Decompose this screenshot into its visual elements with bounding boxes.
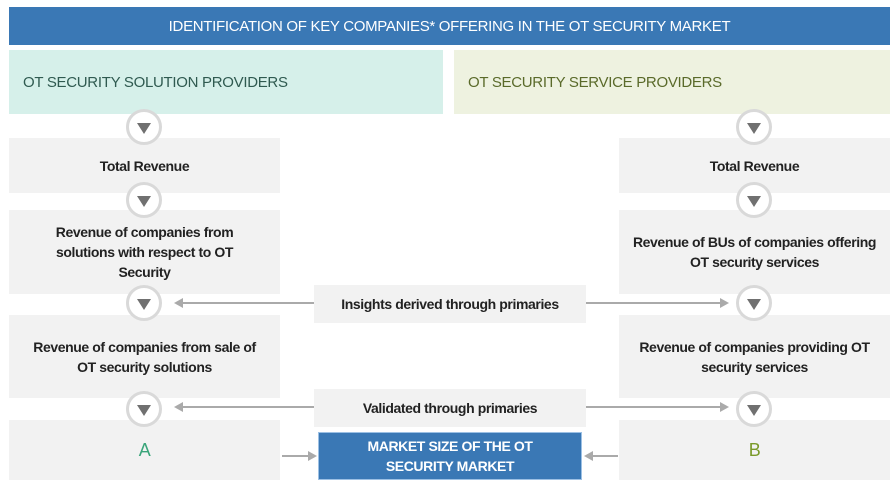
left-revenue-solutions: Revenue of companies from solutions with… [9,210,280,294]
validated-box: Validated through primaries [314,389,586,427]
down-arrow-icon [126,182,162,218]
result-b: B [619,420,890,480]
down-arrow-icon [126,109,162,145]
market-size-box: MARKET SIZE OF THE OT SECURITY MARKET [318,432,582,480]
arrow-left-icon [174,402,183,412]
connector-line [183,302,314,304]
arrow-right-icon [720,298,729,308]
result-a: A [9,420,280,480]
connector-line [183,406,314,408]
down-arrow-icon [126,285,162,321]
connector-line [586,302,720,304]
diagram-title: IDENTIFICATION OF KEY COMPANIES* OFFERIN… [9,7,890,45]
arrow-left-icon [584,451,593,461]
arrow-left-icon [174,298,183,308]
solution-providers-header: OT SECURITY SOLUTION PROVIDERS [9,50,443,114]
service-providers-header: OT SECURITY SERVICE PROVIDERS [454,50,890,114]
arrow-right-icon [308,451,317,461]
left-revenue-sale: Revenue of companies from sale of OT sec… [9,315,280,398]
connector-line [586,406,720,408]
connector-line [593,455,618,457]
arrow-right-icon [720,402,729,412]
down-arrow-icon [736,285,772,321]
right-revenue-services: Revenue of companies providing OT securi… [619,315,890,398]
right-revenue-bus: Revenue of BUs of companies offering OT … [619,210,890,294]
down-arrow-icon [736,182,772,218]
connector-line [282,455,308,457]
down-arrow-icon [736,391,772,427]
down-arrow-icon [736,109,772,145]
insights-box: Insights derived through primaries [314,285,586,323]
down-arrow-icon [126,391,162,427]
